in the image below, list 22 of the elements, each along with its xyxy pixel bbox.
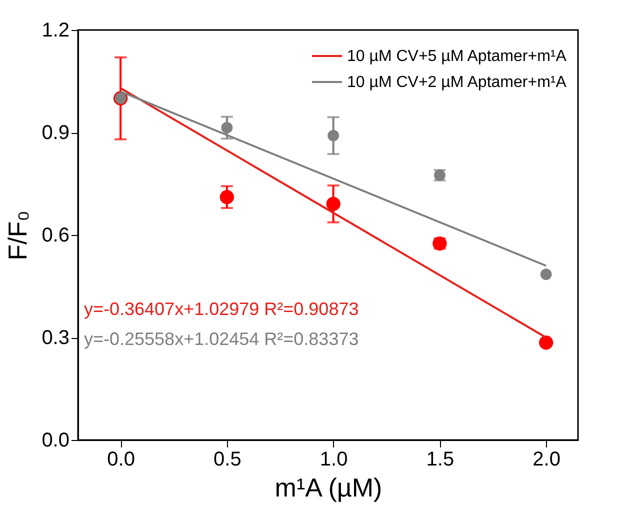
x-tick-label: 1.5 (426, 448, 454, 470)
y-tick-label: 1.2 (42, 20, 70, 42)
y-tick-label: 0.0 (42, 430, 70, 452)
legend-label: 10 µM CV+5 µM Aptamer+m¹A (347, 48, 567, 65)
x-tick-label: 0.0 (107, 448, 135, 470)
y-tick-label: 0.3 (42, 327, 70, 349)
point (539, 336, 554, 350)
point (540, 268, 552, 280)
point (328, 130, 340, 142)
annotation: y=-0.25558x+1.02454 R²=0.83373 (84, 329, 359, 349)
x-axis-title: m¹A (µM) (274, 472, 382, 502)
x-tick-label: 1.0 (320, 448, 348, 470)
y-tick-label: 0.6 (42, 224, 70, 246)
annotation: y=-0.36407x+1.02979 R²=0.90873 (84, 299, 359, 319)
x-tick-label: 0.5 (214, 448, 242, 470)
legend-label: 10 µM CV+2 µM Aptamer+m¹A (347, 74, 567, 91)
y-axis-title: F/F₀ (2, 210, 33, 260)
point (221, 122, 233, 134)
y-tick-label: 0.9 (42, 122, 70, 144)
x-tick-label: 2.0 (532, 448, 560, 470)
point (326, 196, 340, 211)
point (220, 190, 234, 204)
